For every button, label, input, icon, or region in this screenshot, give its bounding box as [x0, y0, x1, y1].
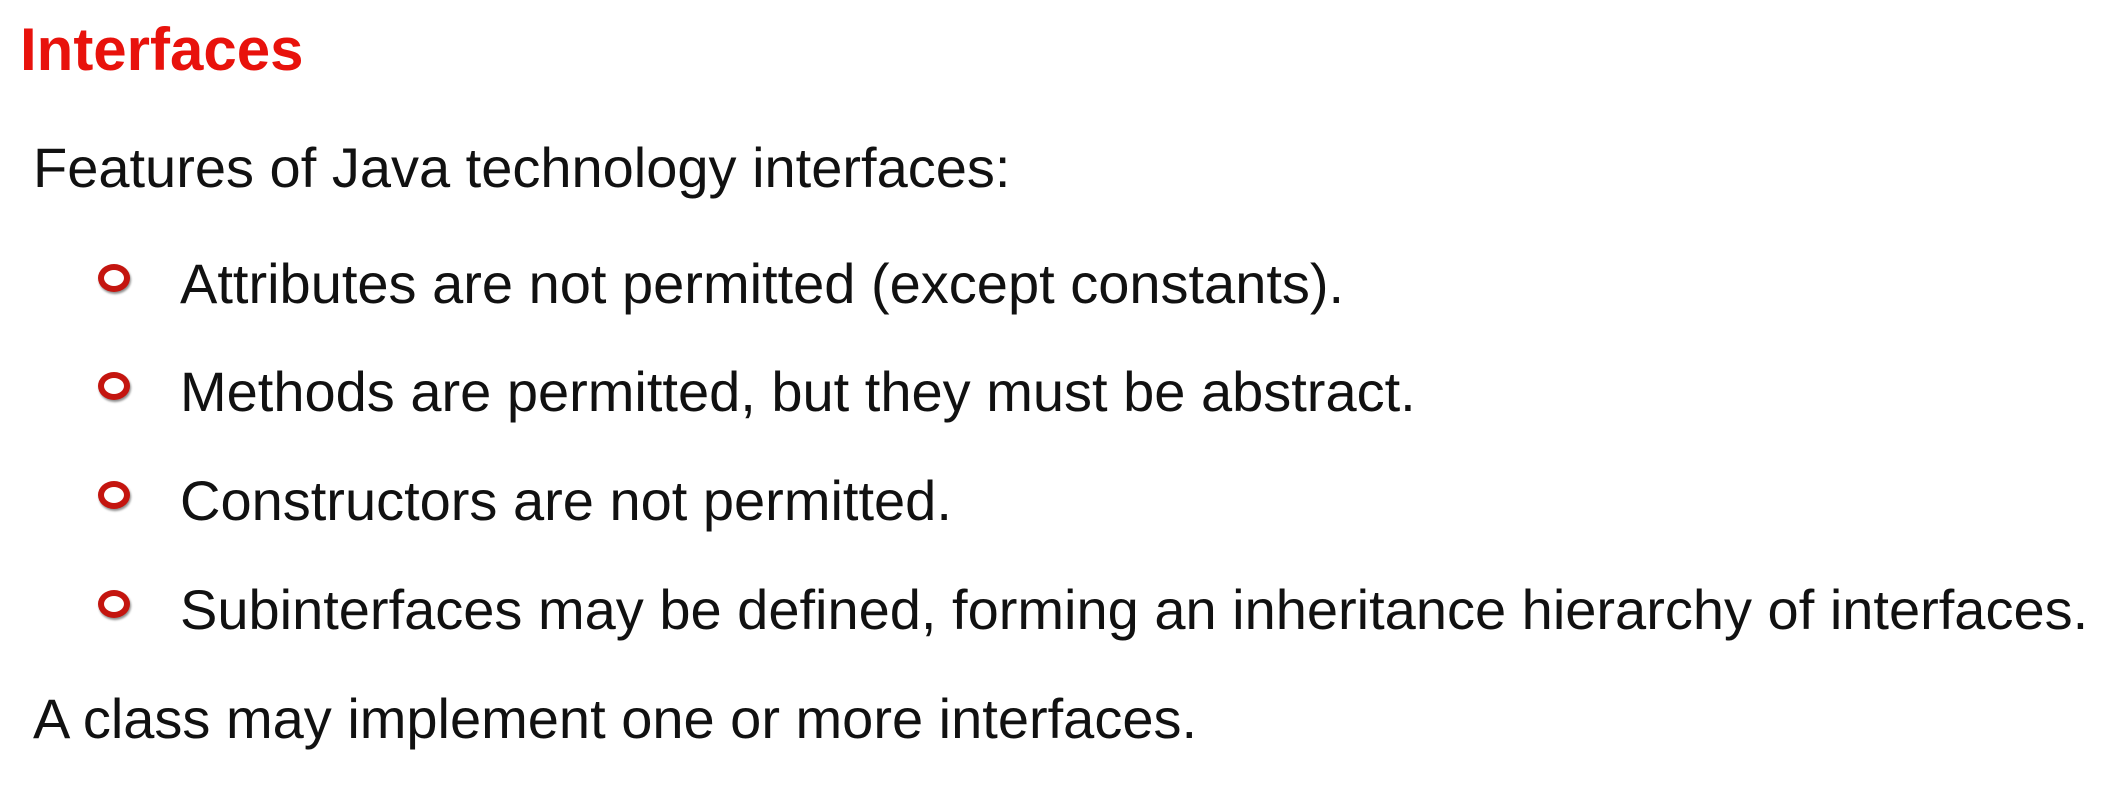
- closing-text: A class may implement one or more interf…: [33, 687, 1198, 750]
- intro-text: Features of Java technology interfaces:: [33, 136, 1011, 199]
- list-item: Attributes are not permitted (except con…: [0, 250, 2112, 318]
- list-item-text: Attributes are not permitted (except con…: [180, 252, 1345, 315]
- hollow-circle-bullet-icon: [98, 481, 130, 509]
- list-item: Methods are permitted, but they must be …: [0, 358, 2112, 426]
- list-item-text: Constructors are not permitted.: [180, 469, 952, 532]
- hollow-circle-bullet-icon: [98, 372, 130, 400]
- hollow-circle-bullet-icon: [98, 590, 130, 618]
- list-item-text: Methods are permitted, but they must be …: [180, 360, 1416, 423]
- slide-title: Interfaces: [20, 16, 304, 83]
- list-item: Subinterfaces may be defined, forming an…: [0, 576, 2112, 644]
- hollow-circle-bullet-icon: [98, 264, 130, 292]
- list-item: Constructors are not permitted.: [0, 467, 2112, 535]
- list-item-text: Subinterfaces may be defined, forming an…: [180, 578, 2089, 641]
